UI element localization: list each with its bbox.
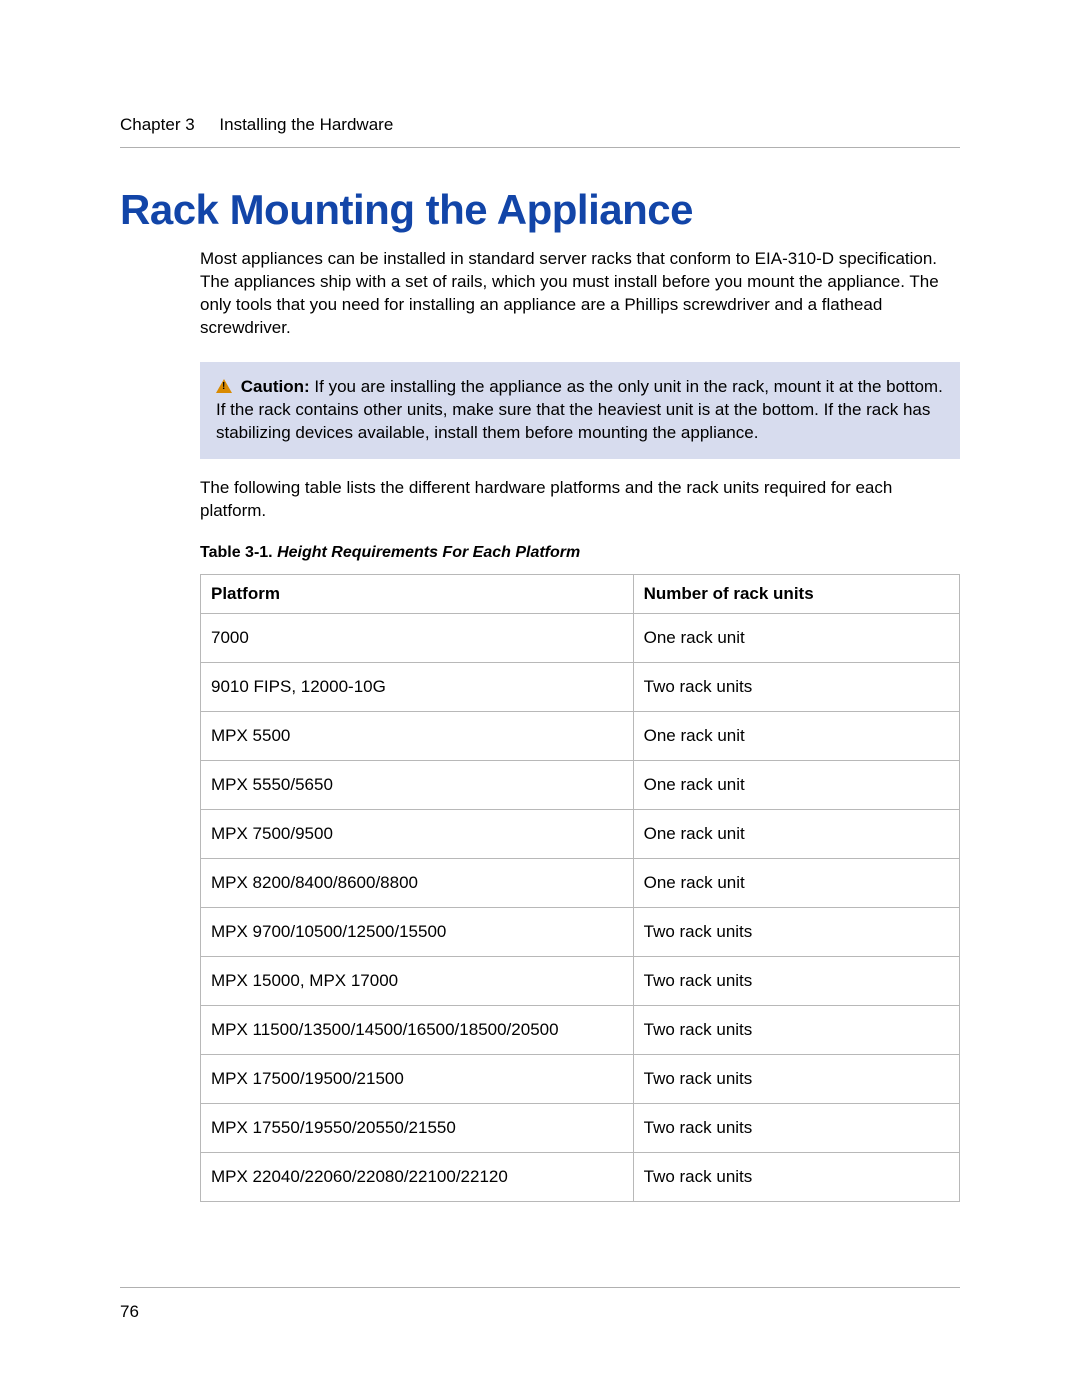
header-chapter: Chapter 3	[120, 115, 195, 134]
table-cell-platform: MPX 15000, MPX 17000	[201, 957, 634, 1006]
caution-text: If you are installing the appliance as t…	[216, 377, 943, 442]
running-header: Chapter 3 Installing the Hardware	[120, 115, 960, 135]
table-cell-units: One rack unit	[633, 810, 959, 859]
table-cell-units: Two rack units	[633, 1006, 959, 1055]
table-row: MPX 17550/19550/20550/21550 Two rack uni…	[201, 1104, 960, 1153]
table-cell-platform: MPX 17550/19550/20550/21550	[201, 1104, 634, 1153]
table-cell-units: Two rack units	[633, 1153, 959, 1202]
table-cell-units: Two rack units	[633, 908, 959, 957]
table-row: MPX 5500 One rack unit	[201, 712, 960, 761]
table-cell-platform: MPX 17500/19500/21500	[201, 1055, 634, 1104]
table-cell-platform: MPX 5550/5650	[201, 761, 634, 810]
followup-paragraph: The following table lists the different …	[200, 477, 960, 523]
table-row: MPX 9700/10500/12500/15500 Two rack unit…	[201, 908, 960, 957]
table-cell-platform: MPX 11500/13500/14500/16500/18500/20500	[201, 1006, 634, 1055]
warning-icon	[216, 379, 232, 393]
intro-paragraph: Most appliances can be installed in stan…	[200, 248, 960, 340]
table-row: 7000 One rack unit	[201, 614, 960, 663]
caution-box: Caution: If you are installing the appli…	[200, 362, 960, 459]
header-title: Installing the Hardware	[219, 115, 393, 134]
table-cell-platform: MPX 7500/9500	[201, 810, 634, 859]
table-row: MPX 11500/13500/14500/16500/18500/20500 …	[201, 1006, 960, 1055]
table-row: 9010 FIPS, 12000-10G Two rack units	[201, 663, 960, 712]
table-cell-platform: MPX 9700/10500/12500/15500	[201, 908, 634, 957]
document-page: Chapter 3 Installing the Hardware Rack M…	[0, 0, 1080, 1397]
table-cell-units: Two rack units	[633, 663, 959, 712]
caution-label: Caution:	[241, 377, 310, 396]
table-caption-title: Height Requirements For Each Platform	[277, 544, 580, 561]
table-cell-units: Two rack units	[633, 1055, 959, 1104]
table-cell-platform: 9010 FIPS, 12000-10G	[201, 663, 634, 712]
table-cell-units: One rack unit	[633, 761, 959, 810]
footer-rule	[120, 1287, 960, 1288]
table-cell-platform: MPX 8200/8400/8600/8800	[201, 859, 634, 908]
table-row: MPX 8200/8400/8600/8800 One rack unit	[201, 859, 960, 908]
table-cell-units: Two rack units	[633, 957, 959, 1006]
table-header-row: Platform Number of rack units	[201, 575, 960, 614]
page-title: Rack Mounting the Appliance	[120, 186, 960, 234]
table-row: MPX 5550/5650 One rack unit	[201, 761, 960, 810]
page-footer: 76	[120, 1287, 960, 1322]
table-caption-prefix: Table 3-1.	[200, 544, 277, 561]
page-number: 76	[120, 1302, 960, 1322]
table-cell-platform: 7000	[201, 614, 634, 663]
body-block: Most appliances can be installed in stan…	[200, 248, 960, 1202]
table-cell-platform: MPX 5500	[201, 712, 634, 761]
table-row: MPX 17500/19500/21500 Two rack units	[201, 1055, 960, 1104]
table-row: MPX 15000, MPX 17000 Two rack units	[201, 957, 960, 1006]
table-cell-units: One rack unit	[633, 712, 959, 761]
table-cell-platform: MPX 22040/22060/22080/22100/22120	[201, 1153, 634, 1202]
table-cell-units: One rack unit	[633, 859, 959, 908]
table-header-platform: Platform	[201, 575, 634, 614]
table-caption: Table 3-1. Height Requirements For Each …	[200, 544, 960, 562]
table-cell-units: Two rack units	[633, 1104, 959, 1153]
platform-table: Platform Number of rack units 7000 One r…	[200, 574, 960, 1202]
table-header-units: Number of rack units	[633, 575, 959, 614]
table-row: MPX 22040/22060/22080/22100/22120 Two ra…	[201, 1153, 960, 1202]
header-rule	[120, 147, 960, 148]
table-cell-units: One rack unit	[633, 614, 959, 663]
table-row: MPX 7500/9500 One rack unit	[201, 810, 960, 859]
